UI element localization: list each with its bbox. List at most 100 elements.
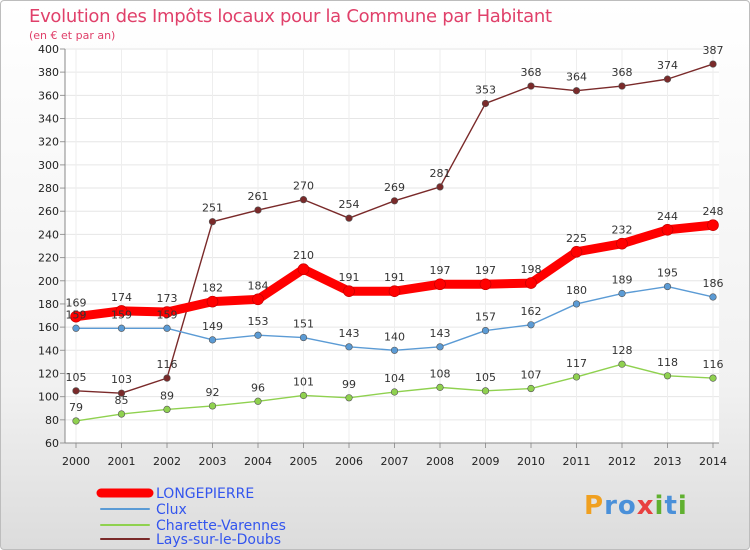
data-label: 128 bbox=[612, 344, 633, 357]
data-point bbox=[252, 293, 264, 306]
legend-label: Lays-sur-le-Doubs bbox=[156, 532, 281, 548]
tick-label-x: 2004 bbox=[244, 455, 272, 468]
data-point bbox=[572, 87, 581, 95]
tick-label-x: 2003 bbox=[199, 455, 227, 468]
data-label: 169 bbox=[66, 297, 87, 310]
data-point bbox=[206, 295, 219, 308]
data-point bbox=[663, 372, 672, 380]
data-point bbox=[709, 60, 717, 68]
data-label: 151 bbox=[293, 318, 314, 331]
chart-title: Evolution des Impôts locaux pour la Comm… bbox=[29, 6, 552, 27]
data-point bbox=[663, 75, 672, 83]
tick-label-x: 2001 bbox=[108, 455, 136, 468]
data-point bbox=[436, 183, 444, 191]
tick-label-y: 100 bbox=[38, 391, 59, 404]
data-label: 364 bbox=[566, 71, 587, 84]
data-point bbox=[390, 346, 399, 354]
data-point bbox=[436, 383, 444, 391]
data-label: 197 bbox=[475, 264, 496, 277]
data-point bbox=[208, 336, 217, 344]
data-point bbox=[299, 391, 308, 400]
data-point bbox=[434, 278, 446, 291]
data-label: 116 bbox=[703, 358, 724, 371]
data-label: 159 bbox=[111, 308, 132, 321]
data-label: 368 bbox=[521, 66, 542, 79]
data-label: 79 bbox=[69, 401, 83, 414]
data-point bbox=[208, 402, 217, 410]
logo-letter: i bbox=[654, 491, 665, 521]
data-label: 159 bbox=[66, 308, 87, 321]
data-label: 353 bbox=[475, 83, 496, 96]
logo-letter: x bbox=[636, 491, 655, 521]
data-point bbox=[525, 277, 537, 289]
logo-letter: t bbox=[664, 491, 678, 521]
tick-label-y: 180 bbox=[38, 298, 59, 311]
tick-label-y: 380 bbox=[38, 66, 59, 79]
data-label: 210 bbox=[293, 249, 314, 262]
data-label: 107 bbox=[521, 369, 542, 382]
data-point bbox=[481, 387, 490, 395]
data-label: 244 bbox=[657, 210, 678, 223]
data-label: 99 bbox=[342, 378, 356, 391]
data-label: 191 bbox=[339, 271, 360, 284]
data-label: 269 bbox=[384, 181, 405, 194]
data-point bbox=[618, 360, 626, 368]
data-label: 92 bbox=[206, 386, 220, 399]
data-label: 174 bbox=[111, 291, 132, 304]
tick-label-y: 60 bbox=[45, 437, 59, 450]
data-point bbox=[117, 389, 126, 397]
data-label: 105 bbox=[475, 371, 496, 384]
data-point bbox=[345, 394, 353, 402]
data-label: 103 bbox=[111, 373, 132, 386]
data-point bbox=[254, 206, 262, 214]
data-label: 140 bbox=[384, 330, 405, 343]
legend-label: LONGEPIERRE bbox=[156, 486, 254, 502]
data-label: 173 bbox=[157, 292, 178, 305]
tick-label-y: 400 bbox=[38, 43, 59, 56]
data-point bbox=[663, 282, 672, 291]
data-label: 225 bbox=[566, 232, 587, 245]
data-label: 143 bbox=[339, 327, 360, 340]
data-point bbox=[572, 373, 581, 381]
data-label: 105 bbox=[66, 371, 87, 384]
data-point bbox=[570, 245, 583, 258]
data-point bbox=[616, 237, 628, 250]
data-label: 117 bbox=[566, 357, 587, 370]
data-point bbox=[661, 223, 674, 236]
data-label: 85 bbox=[115, 394, 129, 407]
data-point bbox=[527, 384, 535, 393]
data-label: 153 bbox=[248, 315, 269, 328]
tick-label-x: 2008 bbox=[426, 455, 454, 468]
data-point bbox=[388, 285, 401, 297]
tick-label-y: 120 bbox=[38, 367, 59, 380]
data-label: 281 bbox=[430, 167, 451, 180]
data-label: 116 bbox=[157, 358, 178, 371]
proxiti-logo: Proxiti bbox=[584, 491, 688, 521]
data-point bbox=[115, 305, 128, 317]
tick-label-x: 2007 bbox=[381, 455, 409, 468]
data-point bbox=[390, 197, 399, 205]
data-label: 182 bbox=[202, 282, 223, 295]
legend-label: Charette-Varennes bbox=[156, 518, 286, 534]
data-point bbox=[618, 289, 626, 298]
data-label: 251 bbox=[202, 202, 223, 215]
data-label: 195 bbox=[657, 267, 678, 280]
logo-letter: P bbox=[584, 491, 605, 521]
data-point bbox=[163, 405, 171, 413]
data-point bbox=[161, 306, 173, 318]
data-label: 254 bbox=[339, 198, 360, 211]
data-point bbox=[481, 326, 490, 335]
tick-label-y: 200 bbox=[38, 275, 59, 288]
data-point bbox=[297, 263, 310, 275]
data-label: 162 bbox=[521, 305, 542, 318]
tick-label-y: 340 bbox=[38, 113, 59, 126]
data-label: 108 bbox=[430, 367, 451, 380]
data-point bbox=[343, 285, 355, 297]
data-label: 232 bbox=[612, 224, 633, 237]
data-point bbox=[72, 324, 80, 332]
data-point bbox=[707, 219, 719, 231]
data-point bbox=[163, 324, 171, 332]
data-point bbox=[208, 218, 217, 226]
